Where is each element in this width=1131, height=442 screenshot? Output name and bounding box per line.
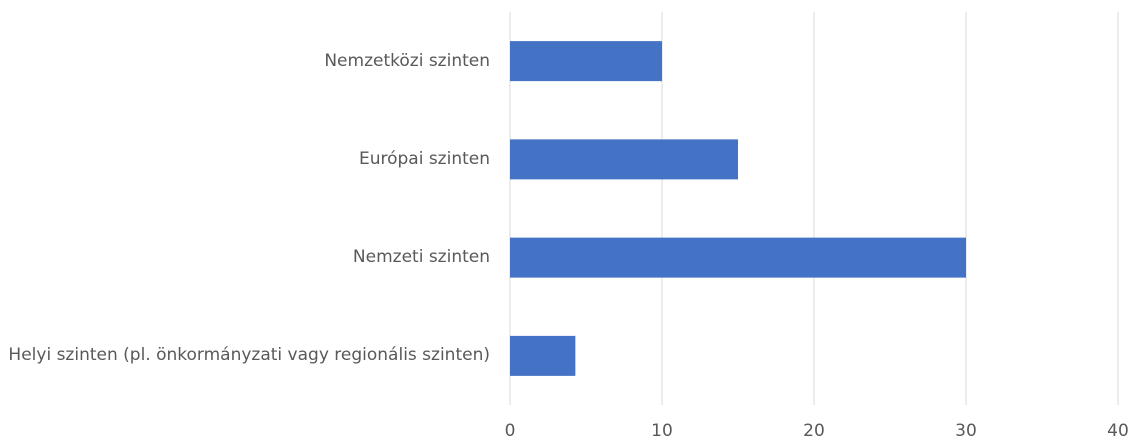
bar	[510, 335, 576, 376]
y-tick-label: Nemzetközi szinten	[0, 49, 490, 74]
bar	[510, 139, 738, 180]
x-tick-label: 30	[955, 421, 977, 441]
x-tick-label: 40	[1107, 421, 1129, 441]
x-tick-label: 10	[651, 421, 673, 441]
category-text: Helyi szinten (pl. önkormányzati vagy re…	[8, 345, 490, 366]
x-tick-label: 0	[505, 421, 516, 441]
category-text: Nemzeti szinten	[352, 247, 490, 268]
bar	[510, 237, 966, 278]
y-tick-label: Nemzeti szinten	[0, 245, 490, 270]
y-tick-label: Európai szinten	[0, 147, 490, 172]
bar	[510, 41, 662, 82]
y-tick-label: Helyi szinten (pl. önkormányzati vagy re…	[0, 343, 490, 368]
category-text: Európai szinten	[358, 148, 490, 169]
category-text: Nemzetközi szinten	[324, 50, 490, 71]
x-tick-label: 20	[803, 421, 825, 441]
